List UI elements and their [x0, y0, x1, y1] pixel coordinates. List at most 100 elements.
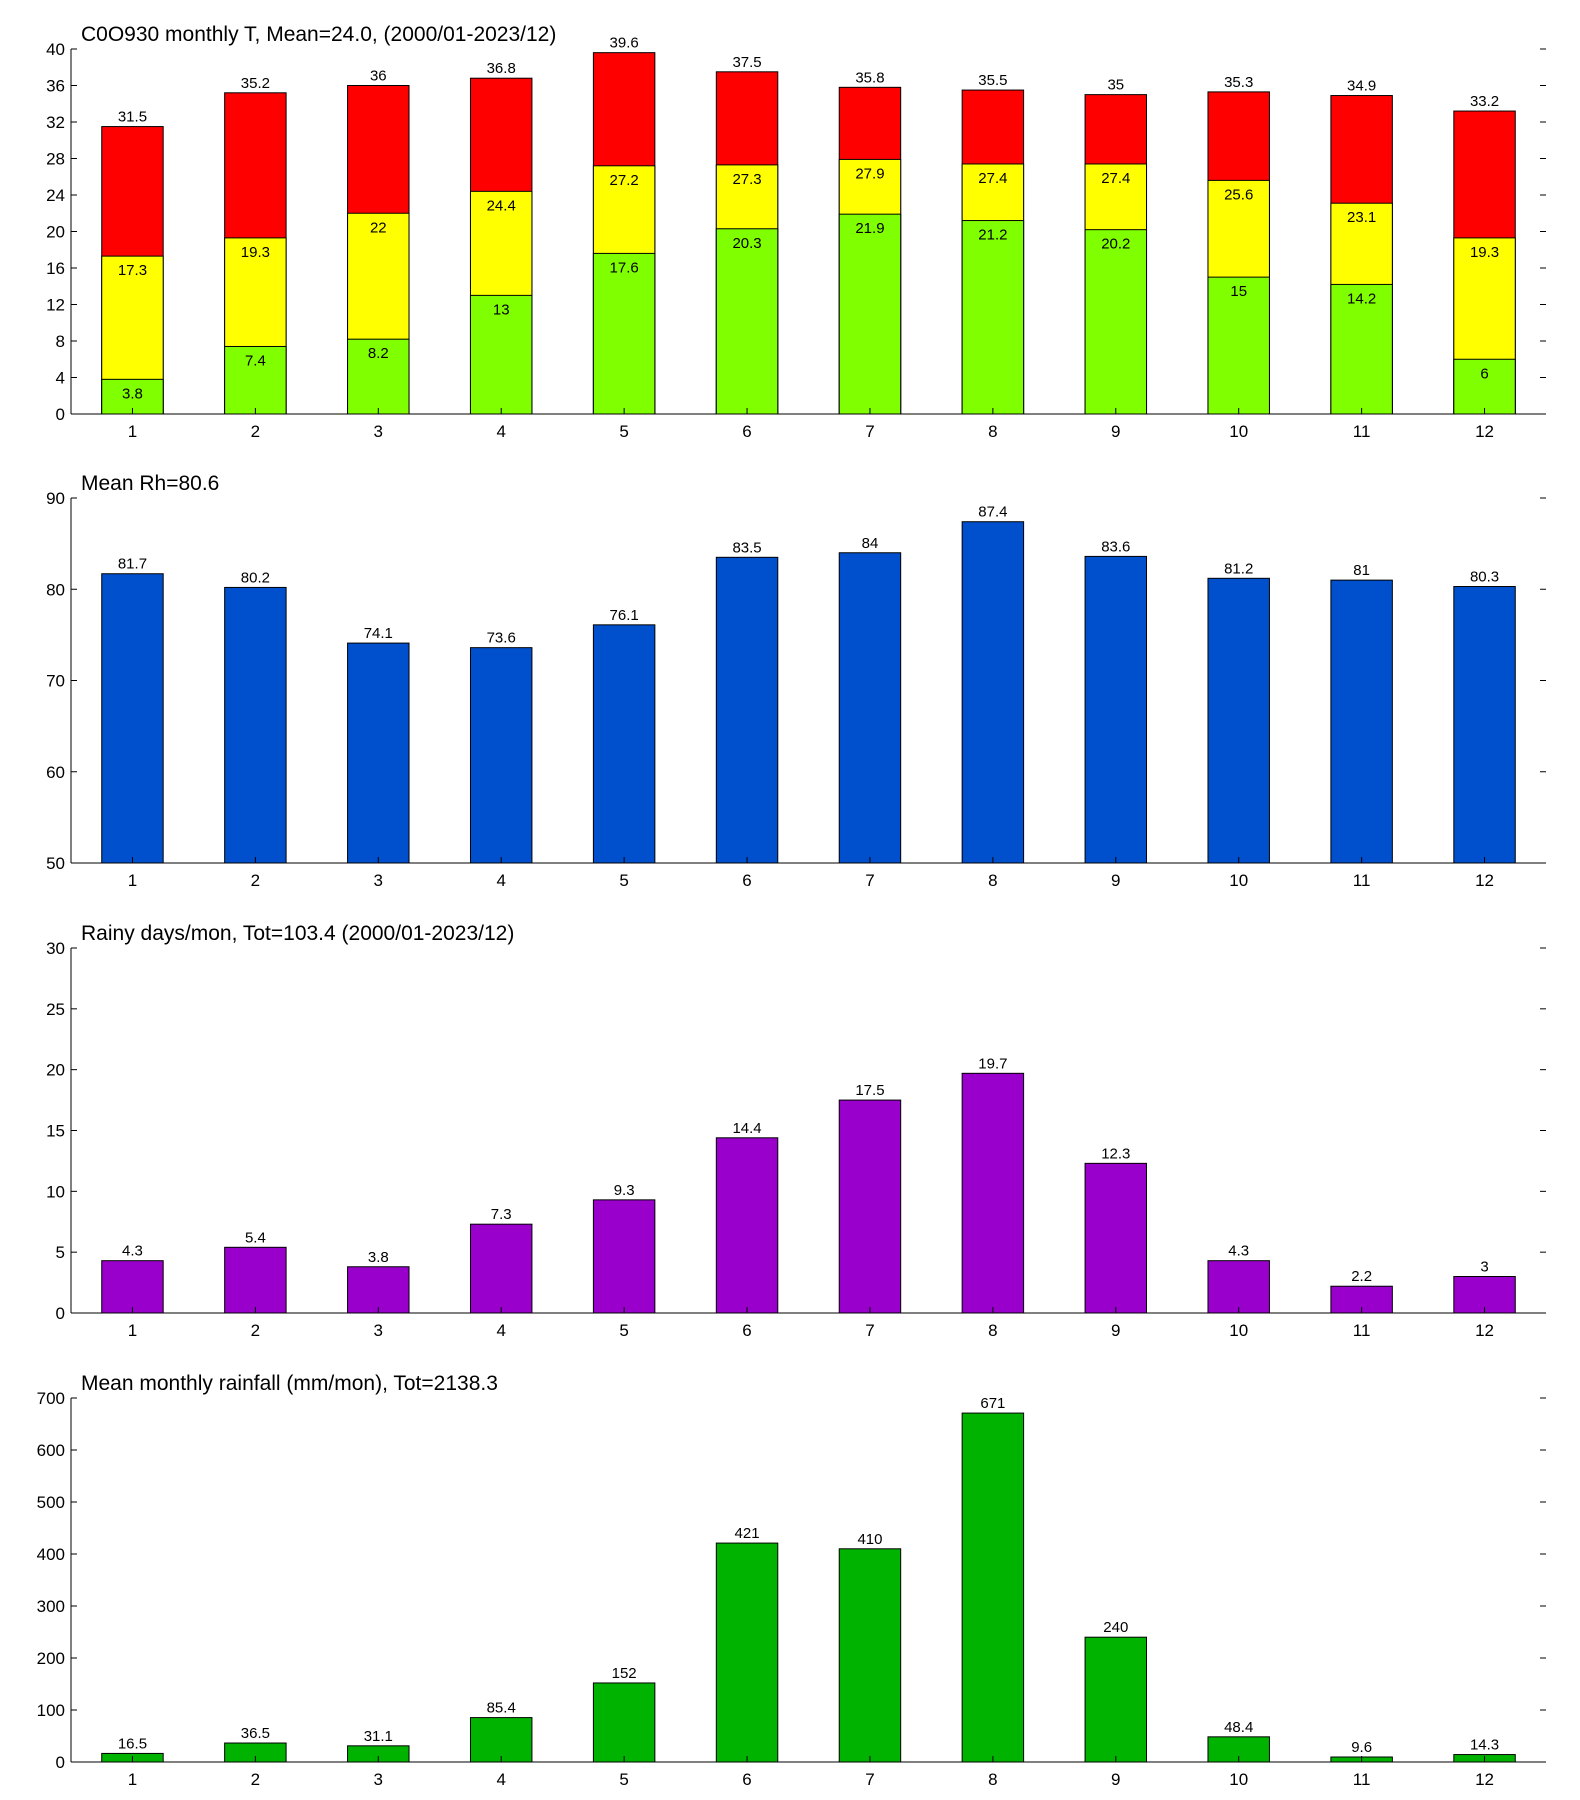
y-tick-label: 100: [37, 1701, 65, 1720]
x-tick-label: 8: [988, 1321, 997, 1340]
x-tick-label: 7: [865, 422, 874, 441]
bar: [1330, 283, 1393, 415]
y-tick-label: 0: [56, 1304, 65, 1323]
y-tick-label: 20: [46, 1061, 65, 1080]
x-tick-label: 3: [374, 871, 383, 890]
y-tick-label: 700: [37, 1389, 65, 1408]
bar: [101, 1260, 164, 1314]
bar: [592, 1199, 656, 1314]
value-label: 12.3: [1101, 1145, 1130, 1162]
value-label: 21.9: [855, 220, 884, 237]
x-tick-label: 8: [988, 1770, 997, 1789]
bar: [1084, 1636, 1148, 1763]
x-tick-label: 9: [1111, 1321, 1120, 1340]
value-label: 36.5: [241, 1725, 270, 1742]
bar: [592, 1682, 656, 1763]
bar: [347, 338, 410, 415]
x-tick-label: 11: [1353, 1321, 1371, 1340]
value-label: 34.9: [1347, 78, 1376, 95]
y-tick-label: 12: [46, 296, 65, 315]
value-label: 4.3: [1228, 1243, 1249, 1260]
value-label: 39.6: [610, 35, 639, 52]
value-label: 33.2: [1470, 93, 1499, 110]
value-label: 22: [370, 219, 387, 236]
x-tick-label: 5: [619, 422, 628, 441]
value-label: 27.4: [1101, 170, 1130, 187]
bar: [715, 1137, 779, 1314]
value-label: 27.4: [978, 170, 1007, 187]
value-label: 4.3: [122, 1243, 143, 1260]
y-tick-label: 16: [46, 259, 65, 278]
x-tick-label: 3: [374, 422, 383, 441]
value-label: 81.7: [118, 556, 147, 573]
bar: [961, 1072, 1025, 1314]
y-tick-label: 15: [46, 1122, 65, 1141]
y-tick-label: 40: [46, 40, 65, 59]
bar: [838, 1548, 902, 1763]
y-tick-label: 20: [46, 223, 65, 242]
bar: [715, 228, 779, 415]
value-label: 17.3: [118, 262, 147, 279]
bar: [1453, 358, 1516, 415]
x-tick-label: 9: [1111, 871, 1120, 890]
chart-title: Mean Rh=80.6: [81, 472, 219, 495]
bar: [469, 647, 533, 864]
x-tick-label: 7: [865, 1770, 874, 1789]
y-tick-label: 60: [46, 763, 65, 782]
bar: [592, 624, 656, 864]
bar: [961, 521, 1025, 864]
x-tick-label: 8: [988, 422, 997, 441]
value-label: 31.5: [118, 109, 147, 126]
bar: [838, 552, 902, 864]
value-label: 21.2: [978, 227, 1007, 244]
bar: [224, 345, 287, 415]
chart-title: Mean monthly rainfall (mm/mon), Tot=2138…: [81, 1372, 498, 1395]
x-tick-label: 12: [1475, 422, 1494, 441]
y-tick-label: 24: [46, 186, 65, 205]
value-label: 20.3: [732, 235, 761, 252]
bar: [1207, 276, 1270, 415]
x-tick-label: 4: [496, 1770, 505, 1789]
x-tick-label: 4: [496, 871, 505, 890]
value-label: 80.2: [241, 569, 270, 586]
bar: [715, 1542, 779, 1763]
bar: [838, 1099, 902, 1314]
bar: [1330, 579, 1393, 864]
bar: [347, 1266, 410, 1314]
bar: [715, 556, 779, 864]
value-label: 13: [493, 301, 510, 318]
y-tick-label: 25: [46, 1000, 65, 1019]
value-label: 87.4: [978, 504, 1007, 521]
value-label: 25.6: [1224, 186, 1253, 203]
value-label: 81.2: [1224, 560, 1253, 577]
value-label: 35.5: [978, 72, 1007, 89]
x-tick-label: 10: [1229, 1770, 1248, 1789]
value-label: 19.3: [241, 244, 270, 261]
y-tick-label: 32: [46, 113, 65, 132]
value-label: 85.4: [487, 1700, 516, 1717]
x-tick-label: 10: [1229, 871, 1248, 890]
value-label: 3: [1480, 1259, 1488, 1276]
x-tick-label: 12: [1475, 871, 1494, 890]
bar: [838, 213, 902, 415]
x-tick-label: 1: [128, 1770, 137, 1789]
x-tick-label: 11: [1353, 1770, 1371, 1789]
bar: [469, 1223, 533, 1314]
chart-title: Rainy days/mon, Tot=103.4 (2000/01-2023/…: [81, 922, 514, 945]
x-tick-label: 8: [988, 871, 997, 890]
bar: [1084, 229, 1148, 415]
value-label: 421: [735, 1525, 760, 1542]
bar: [961, 220, 1025, 415]
value-label: 48.4: [1224, 1719, 1253, 1736]
value-label: 19.7: [978, 1055, 1007, 1072]
x-tick-label: 12: [1475, 1321, 1494, 1340]
value-label: 27.3: [732, 171, 761, 188]
y-tick-label: 200: [37, 1649, 65, 1668]
bar: [1207, 577, 1270, 864]
value-label: 19.3: [1470, 244, 1499, 261]
value-label: 35.2: [241, 75, 270, 92]
y-tick-label: 90: [46, 489, 65, 508]
value-label: 15: [1230, 283, 1247, 300]
x-tick-label: 7: [865, 871, 874, 890]
x-tick-label: 4: [496, 1321, 505, 1340]
